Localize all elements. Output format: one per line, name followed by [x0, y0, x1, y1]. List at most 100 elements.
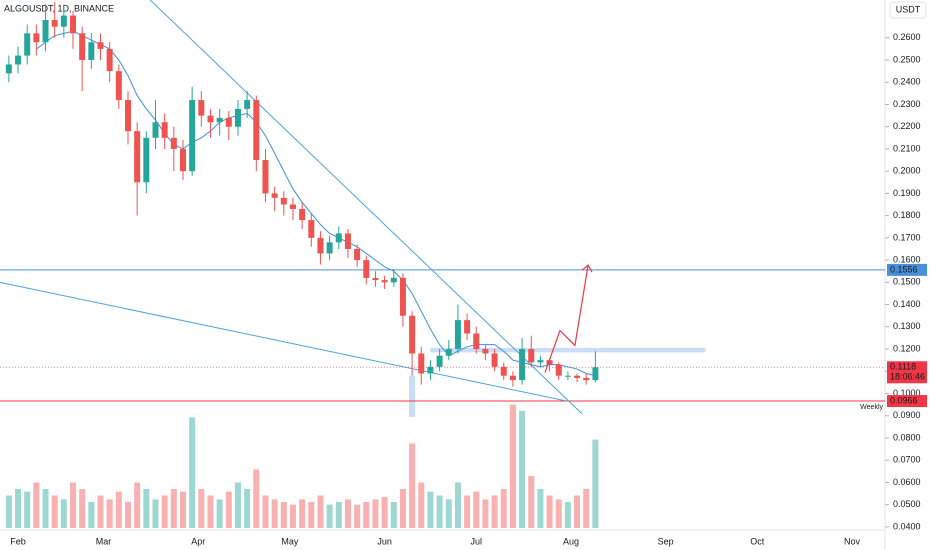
candle-body — [519, 349, 526, 381]
volume-bar — [399, 489, 406, 528]
volume-bar — [189, 417, 196, 528]
volume-bar — [253, 469, 260, 528]
y-tick-label: 0.1000 — [893, 388, 921, 398]
y-tick-label: 0.0500 — [893, 499, 921, 509]
x-tick-label: Sep — [658, 536, 674, 546]
volume-bar — [161, 495, 168, 528]
candle-body — [24, 33, 31, 56]
candle-body — [143, 137, 150, 183]
candle-body — [15, 55, 22, 65]
moving-average — [36, 30, 596, 377]
y-tick-label: 0.2400 — [893, 77, 921, 87]
level-box — [887, 263, 927, 276]
y-tick-label: 0.1300 — [893, 321, 921, 331]
volume-bar — [124, 502, 131, 528]
zone — [409, 375, 416, 417]
candle-body — [115, 71, 122, 101]
y-tick-label: 0.2000 — [893, 166, 921, 176]
countdown: 18:06:46 — [890, 372, 925, 382]
volume-bar — [15, 489, 22, 528]
candle-body — [473, 333, 480, 350]
candle-body — [555, 364, 562, 376]
candle-body — [546, 360, 553, 365]
candle-body — [363, 260, 370, 278]
volume-bar — [583, 489, 590, 528]
volume-bar — [79, 489, 86, 528]
level-label: 0.0966 — [890, 395, 918, 405]
candle-body — [207, 115, 214, 123]
volume-bar — [216, 499, 223, 528]
projection-arrow — [544, 265, 589, 373]
volume-bar — [262, 495, 269, 528]
candle-body — [225, 117, 232, 127]
candle-body — [289, 204, 296, 209]
currency[interactable]: USDT — [896, 4, 921, 14]
volume-bar — [51, 495, 58, 528]
candle-body — [70, 15, 77, 34]
volume-bar — [60, 499, 67, 528]
chart-title: ALGOUSDT, 1D, BINANCE — [4, 3, 114, 13]
candle-body — [491, 353, 498, 367]
y-tick-label: 0.2200 — [893, 121, 921, 131]
candle-body — [528, 349, 535, 363]
candle-body — [574, 375, 581, 378]
y-tick-label: 0.0700 — [893, 455, 921, 465]
volume-bar — [143, 489, 150, 528]
candle-body — [308, 220, 315, 238]
x-tick-label: Jun — [377, 536, 392, 546]
candle-body — [326, 242, 333, 254]
volume-bar — [546, 495, 553, 528]
volume-bar — [5, 495, 12, 528]
volume-bar — [473, 491, 480, 528]
volume-bar — [335, 502, 342, 528]
volume-bar — [436, 495, 443, 528]
candle-body — [537, 360, 544, 363]
y-tick-label: 0.1200 — [893, 343, 921, 353]
candle-body — [454, 320, 461, 350]
volume-bar — [42, 489, 49, 528]
volume-bar — [234, 482, 241, 528]
volume-bar — [115, 491, 122, 528]
y-tick-label: 0.1900 — [893, 188, 921, 198]
volume-bar — [454, 482, 461, 528]
volume-bar — [445, 499, 452, 528]
candle-body — [253, 100, 260, 161]
candle-body — [299, 208, 306, 221]
volume-bar — [33, 482, 40, 528]
volume-bar — [363, 502, 370, 528]
volume-bar — [409, 443, 416, 528]
candle-body — [500, 366, 507, 376]
volume-bar — [427, 491, 434, 528]
y-tick-label: 0.0900 — [893, 410, 921, 420]
candle-body — [583, 377, 590, 381]
candle-body — [42, 20, 49, 43]
candle-body — [198, 100, 205, 116]
volume-bar — [555, 499, 562, 528]
y-tick-label: 0.1700 — [893, 232, 921, 242]
level-box — [887, 395, 927, 408]
volume-bar — [372, 499, 379, 528]
volume-bar — [390, 502, 397, 528]
candle-body — [592, 367, 599, 381]
last-price-label: 0.1118 — [890, 362, 916, 372]
candle-body — [124, 100, 131, 132]
currency-box[interactable] — [889, 1, 927, 19]
candle-body — [381, 280, 388, 283]
volume-bar — [24, 491, 31, 528]
candle-body — [464, 320, 471, 334]
candle-body — [344, 233, 351, 249]
volume-bar — [97, 495, 104, 528]
volume-bar — [381, 496, 388, 528]
candle-body — [436, 355, 443, 367]
volume-bar — [464, 495, 471, 528]
volume-bar — [225, 491, 232, 528]
volume-bar — [70, 482, 77, 528]
candle-body — [189, 100, 196, 172]
y-tick-label: 0.2600 — [893, 32, 921, 42]
level-label: 0.1556 — [890, 264, 918, 274]
volume-bar — [88, 502, 95, 528]
volume-bar — [134, 482, 141, 528]
volume-bar — [491, 495, 498, 528]
candle-body — [418, 353, 425, 374]
